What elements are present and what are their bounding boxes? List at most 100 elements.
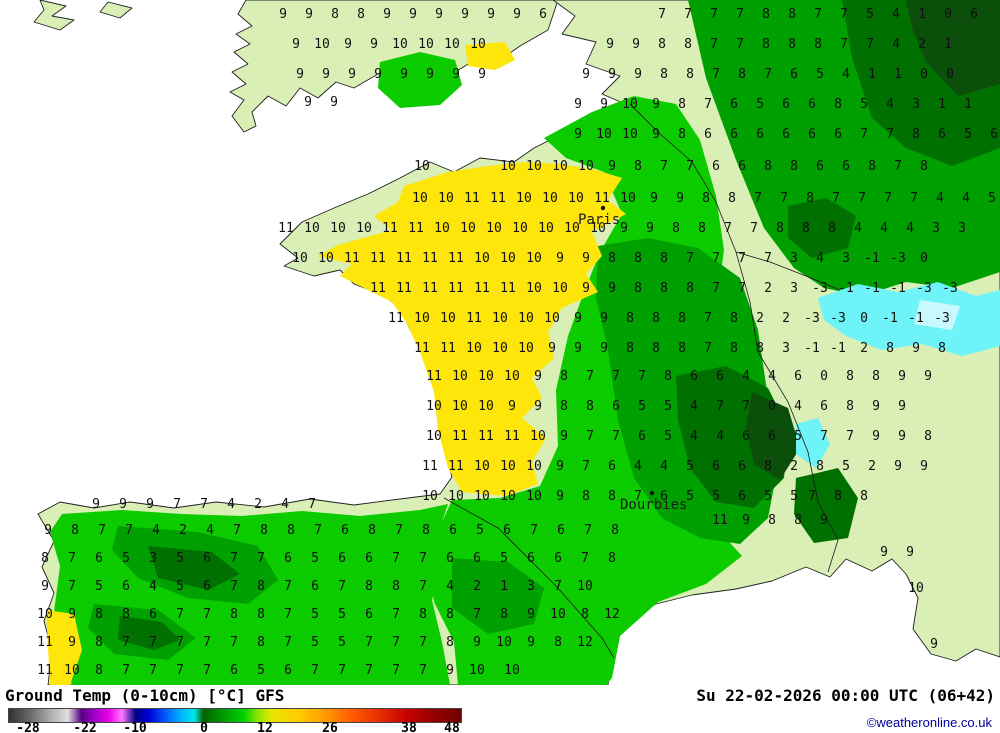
temp-value: 0 (946, 67, 954, 82)
temp-value: 4 (892, 37, 900, 52)
temp-value: 8 (257, 607, 265, 622)
temp-value: 8 (686, 281, 694, 296)
temp-value: 8 (860, 489, 868, 504)
temp-value: 8 (581, 607, 589, 622)
temp-value: 11 (408, 221, 424, 236)
temp-value: 11 (594, 191, 610, 206)
place-label-paris: Paris (578, 212, 620, 228)
temp-value: 7 (314, 523, 322, 538)
temp-value: 6 (704, 127, 712, 142)
temp-value: 5 (988, 191, 996, 206)
temp-value: 7 (820, 429, 828, 444)
temp-value: 8 (422, 523, 430, 538)
temp-value: 2 (868, 459, 876, 474)
temp-value: 7 (530, 523, 538, 538)
temp-value: 8 (834, 97, 842, 112)
temp-value: 8 (802, 221, 810, 236)
temp-value: 7 (814, 7, 822, 22)
temp-value: 7 (840, 37, 848, 52)
temp-value: 8 (652, 311, 660, 326)
temp-value: 9 (906, 545, 914, 560)
copyright-link[interactable]: ©weatheronline.co.uk (866, 715, 992, 730)
temp-value: 7 (365, 635, 373, 650)
temp-value: 8 (419, 607, 427, 622)
temp-value: 11 (396, 251, 412, 266)
temp-value: 6 (738, 459, 746, 474)
temp-value: 7 (754, 191, 762, 206)
temp-value: 9 (652, 97, 660, 112)
temp-value: 7 (122, 635, 130, 650)
border-france-italy (757, 351, 839, 573)
temp-value: 8 (608, 251, 616, 266)
temp-value: 6 (503, 523, 511, 538)
temp-value: 9 (930, 637, 938, 652)
temp-value: 6 (808, 127, 816, 142)
temp-value: 4 (281, 497, 289, 512)
temp-value: 9 (600, 97, 608, 112)
temp-value: 9 (446, 663, 454, 678)
temp-value: 7 (122, 663, 130, 678)
temp-value: 10 (474, 251, 490, 266)
temp-value: 10 (518, 341, 534, 356)
temp-value: 11 (478, 429, 494, 444)
temp-value: 11 (448, 459, 464, 474)
temp-value: 10 (577, 579, 593, 594)
temp-value: -3 (934, 311, 950, 326)
temp-value: -3 (830, 311, 846, 326)
product-title: Ground Temp (0-10cm) [°C] GFS (5, 686, 285, 705)
temp-value: -1 (804, 341, 820, 356)
temp-value: 8 (660, 251, 668, 266)
temp-value: -3 (942, 281, 958, 296)
temp-value: 7 (686, 159, 694, 174)
temp-value: 6 (284, 663, 292, 678)
temp-value: 6 (782, 97, 790, 112)
temp-value: 5 (842, 459, 850, 474)
temp-value: 7 (584, 523, 592, 538)
temp-value: 10 (440, 311, 456, 326)
temp-value: 10 (426, 429, 442, 444)
temp-value: 7 (704, 311, 712, 326)
temp-value: 9 (574, 127, 582, 142)
temp-value: 5 (311, 551, 319, 566)
temp-value: 8 (586, 399, 594, 414)
temp-value: 11 (464, 191, 480, 206)
temp-value: 7 (581, 551, 589, 566)
temp-value: 10 (526, 251, 542, 266)
temp-value: 10 (542, 191, 558, 206)
temp-value: 6 (738, 159, 746, 174)
temp-value: 4 (886, 97, 894, 112)
temp-value: 4 (206, 523, 214, 538)
temp-value: 8 (868, 159, 876, 174)
temp-value: 9 (473, 635, 481, 650)
temp-value: 6 (834, 127, 842, 142)
temp-value: 9 (894, 459, 902, 474)
temp-value: 11 (448, 251, 464, 266)
temp-value: 11 (414, 341, 430, 356)
temp-value: 7 (176, 635, 184, 650)
temp-value: 9 (508, 399, 516, 414)
temp-value: 8 (788, 37, 796, 52)
temp-value: -1 (864, 251, 880, 266)
temp-value: 10 (64, 663, 80, 678)
temp-value: 9 (574, 341, 582, 356)
temp-value: 8 (924, 429, 932, 444)
temp-value: 10 (496, 635, 512, 650)
place-label-dourbies: Dourbies (620, 497, 687, 513)
temp-value: 3 (912, 97, 920, 112)
temperature-regions (46, 0, 1000, 685)
temp-value: 7 (738, 281, 746, 296)
temp-value: 6 (557, 523, 565, 538)
temp-value: 11 (422, 251, 438, 266)
temp-value: 9 (924, 369, 932, 384)
temp-value: 6 (638, 429, 646, 444)
temp-value: 10 (292, 251, 308, 266)
temp-value: 11 (440, 341, 456, 356)
temp-value: 11 (370, 251, 386, 266)
temp-value: 6 (612, 399, 620, 414)
temp-value: 10 (438, 191, 454, 206)
temp-value: 6 (608, 459, 616, 474)
temp-value: 5 (764, 489, 772, 504)
temp-value: 8 (834, 489, 842, 504)
temp-value: 1 (918, 7, 926, 22)
